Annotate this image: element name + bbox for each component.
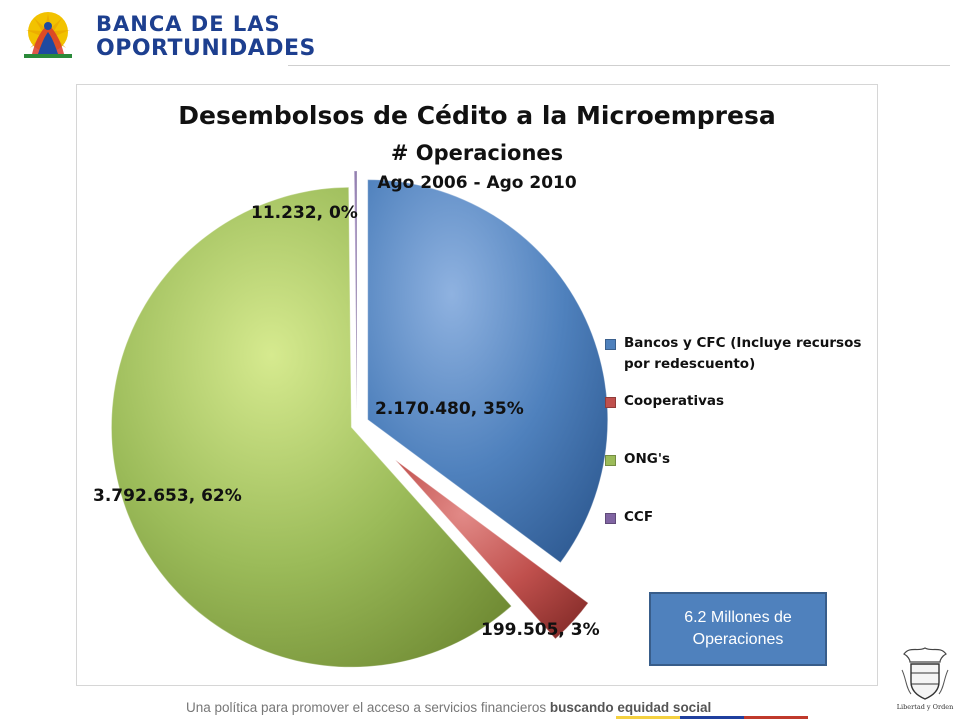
footer-slogan: Una política para promover el acceso a s… bbox=[186, 700, 711, 715]
header-divider bbox=[288, 65, 950, 66]
data-label-bancos: 2.170.480, 35% bbox=[375, 399, 524, 419]
chart-subtitle: # Operaciones bbox=[390, 141, 564, 165]
coat-of-arms-icon: Libertad y Orden bbox=[897, 647, 954, 711]
banca-oportunidades-logo bbox=[24, 12, 72, 58]
brand-name: BANCA DE LAS OPORTUNIDADES bbox=[96, 14, 316, 60]
legend-item-bancos: Bancos y CFC (Incluye recursos por redes… bbox=[605, 333, 874, 375]
legend-item-ccf: CCF bbox=[605, 507, 874, 528]
data-label-ongs: 3.792.653, 62% bbox=[93, 486, 242, 506]
legend-label-ccf: CCF bbox=[624, 509, 654, 525]
data-label-cooperativas: 199.505, 3% bbox=[481, 620, 600, 640]
brand-line2: OPORTUNIDADES bbox=[96, 36, 316, 61]
legend-label-bancos: Bancos y CFC (Incluye recursos por redes… bbox=[624, 335, 862, 372]
legend-swatch-ccf bbox=[605, 513, 616, 524]
legend-label-cooperativas: Cooperativas bbox=[624, 393, 725, 409]
stripe-red bbox=[744, 716, 808, 719]
pie-slice-ongs bbox=[110, 186, 513, 668]
pie-slice-bancos bbox=[367, 179, 609, 564]
pie-slice-cooperativas bbox=[395, 459, 589, 640]
legend-swatch-ongs bbox=[605, 455, 616, 466]
legend-swatch-bancos bbox=[605, 339, 616, 350]
pie-slice-ccf bbox=[353, 170, 358, 412]
footer-text: Una política para promover el acceso a s… bbox=[186, 700, 550, 715]
footer-bold-text: buscando equidad social bbox=[549, 700, 712, 715]
brand-line1: BANCA DE LAS bbox=[96, 12, 281, 36]
stripe-yellow bbox=[616, 716, 680, 719]
callout-line1: 6.2 Millones de bbox=[684, 609, 792, 626]
header: BANCA DE LAS OPORTUNIDADES bbox=[0, 0, 960, 70]
chart-title: Desembolsos de Cédito a la Microempresa bbox=[178, 101, 776, 130]
footer-flag-stripes bbox=[616, 716, 808, 719]
callout-line2: Operaciones bbox=[692, 631, 784, 648]
chart-period: Ago 2006 - Ago 2010 bbox=[377, 173, 577, 193]
total-operations-callout: 6.2 Millones de Operaciones bbox=[649, 592, 827, 666]
legend-label-ongs: ONG's bbox=[624, 451, 671, 467]
emblem-caption: Libertad y Orden bbox=[897, 703, 954, 711]
data-label-ccf: 11.232, 0% bbox=[251, 203, 358, 223]
chart-frame: Desembolsos de Cédito a la Microempresa … bbox=[76, 84, 878, 686]
legend-item-ongs: ONG's bbox=[605, 449, 874, 470]
legend-swatch-cooperativas bbox=[605, 397, 616, 408]
stripe-blue bbox=[680, 716, 744, 719]
pie-slices bbox=[110, 170, 609, 668]
pie-chart bbox=[110, 170, 609, 668]
legend-item-cooperativas: Cooperativas bbox=[605, 391, 874, 412]
